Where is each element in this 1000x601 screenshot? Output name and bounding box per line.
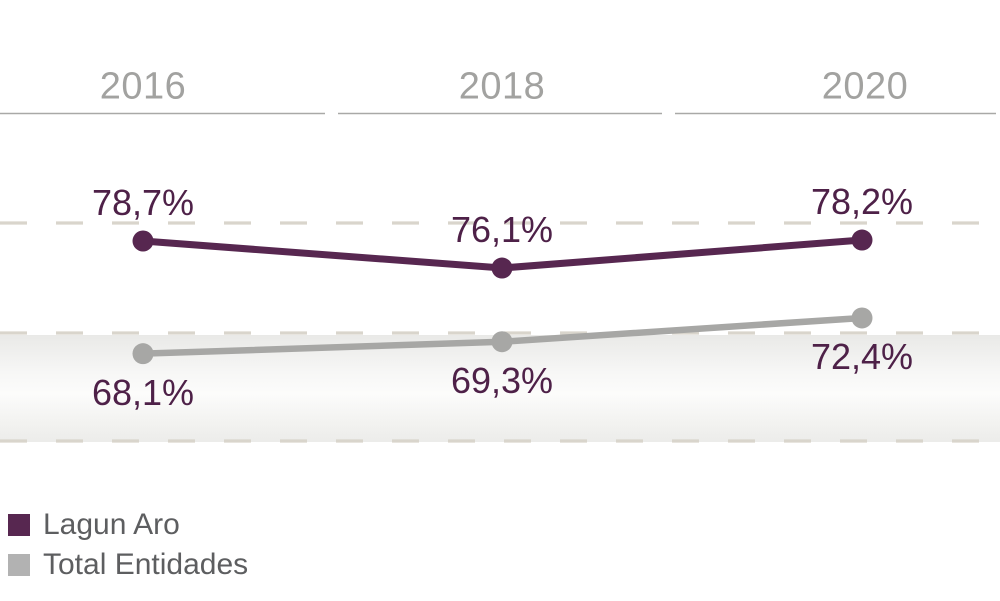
legend-swatch-total-entidades	[8, 554, 30, 576]
data-point-lagun-aro-2016	[132, 230, 154, 252]
data-point-lagun-aro-2018	[491, 257, 513, 279]
data-point-lagun-aro-2020	[851, 229, 873, 251]
x-axis-label-2016: 2016	[99, 65, 187, 108]
legend-swatch-lagun-aro	[8, 514, 30, 536]
data-point-total-entidades-2018	[491, 331, 513, 353]
data-point-total-entidades-2016	[132, 343, 154, 365]
x-axis-label-2018: 2018	[458, 65, 546, 108]
legend-label-total-entidades: Total Entidades	[43, 548, 249, 581]
legend-label-lagun-aro: Lagun Aro	[43, 508, 180, 541]
value-label-total-entidades-2018: 69,3%	[450, 359, 554, 401]
value-label-total-entidades-2016: 68,1%	[91, 371, 195, 413]
legend-item-lagun-aro: Lagun Aro	[8, 505, 248, 545]
value-label-lagun-aro-2020: 78,2%	[810, 181, 914, 222]
legend: Lagun Aro Total Entidades	[8, 505, 248, 585]
x-axis-label-2020: 2020	[821, 65, 909, 108]
value-label-total-entidades-2020: 72,4%	[810, 335, 914, 377]
legend-item-total-entidades: Total Entidades	[8, 545, 248, 585]
value-label-lagun-aro-2016: 78,7%	[91, 182, 195, 223]
value-label-lagun-aro-2018: 76,1%	[450, 209, 554, 251]
data-point-total-entidades-2020	[851, 307, 873, 329]
